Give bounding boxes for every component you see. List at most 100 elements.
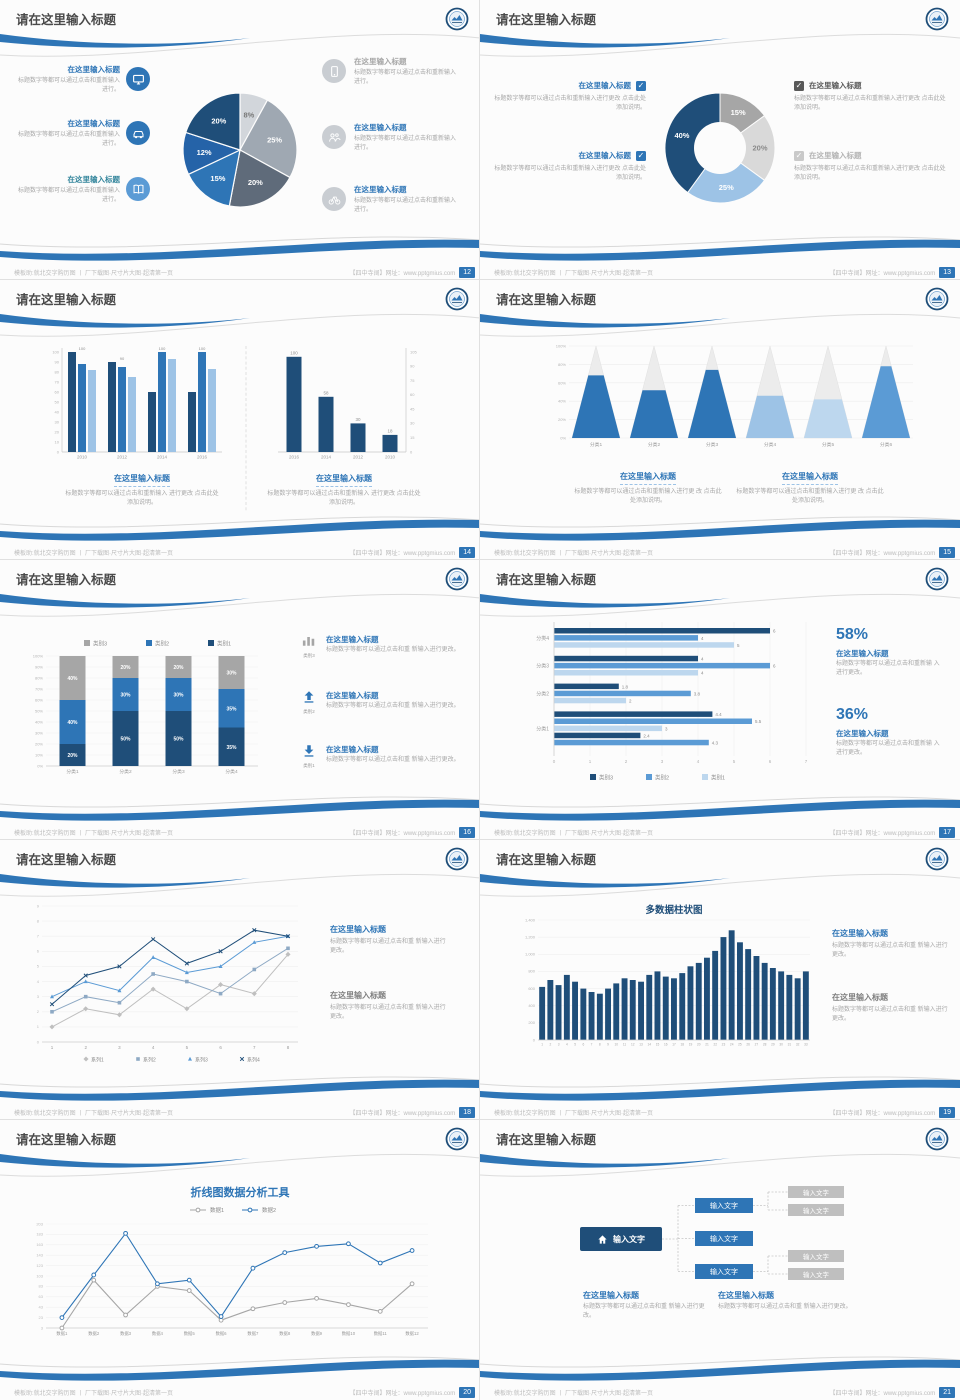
input-text-box-secondary: 输入文字	[788, 1186, 844, 1198]
slide-title: 请在这里输入标题	[496, 13, 597, 27]
slide-content: 15% 20% 25% 40% 在这里输入标题 ✓ 标题数字等都可以通过点击和重新输入进行更…	[480, 0, 960, 280]
svg-text:数据3: 数据3	[120, 1330, 132, 1337]
svg-text:分类4: 分类4	[536, 635, 549, 642]
svg-text:2010: 2010	[385, 455, 396, 460]
slide-footer: 模板助:就北交字购历图 丨 厂下载图·尺寸片大图·超清第一页 【四中寺阔】网址：…	[480, 266, 960, 280]
icon-label: 类别3	[303, 653, 315, 658]
footer-right-text: 【四中寺阔】网址：www.pptgmius.com	[829, 1110, 936, 1117]
svg-text:5: 5	[186, 1045, 189, 1050]
svg-text:4.3: 4.3	[712, 741, 719, 746]
svg-text:分类1: 分类1	[536, 725, 549, 732]
school-logo-icon	[925, 7, 949, 31]
svg-text:26: 26	[746, 1043, 750, 1047]
svg-text:29: 29	[771, 1043, 775, 1047]
slide-19[interactable]: 请在这里输入标题 多数据柱状图 0 200 400 600 800 1,000 1,200 1,…	[479, 839, 960, 1121]
bike-icon	[322, 187, 346, 211]
svg-text:43: 43	[39, 1305, 44, 1310]
donut-chart: 15% 20% 25% 40%	[664, 92, 776, 204]
checkbox-icon: ✓	[794, 80, 804, 91]
svg-text:1: 1	[37, 1024, 40, 1029]
svg-text:40%: 40%	[35, 719, 43, 724]
block-desc: 标题数字等都可以通过点击和重 新输入进行更改。	[583, 1304, 705, 1319]
item-title: 在这里输入标题	[326, 635, 379, 644]
svg-text:20%: 20%	[248, 178, 263, 187]
footer-right-text: 【四中寺阔】网址：www.pptgmius.com	[349, 1110, 456, 1117]
swoosh-decoration	[480, 593, 960, 821]
svg-text:15: 15	[656, 1043, 660, 1047]
slide-content: 0 1 2 3 4 5 6 7 分类4 6 4 5 分类3 4 6 4 分类2 1.8 3.8 2 分类1 4.4 5.5 3…	[480, 560, 960, 840]
svg-text:7: 7	[591, 1043, 593, 1047]
svg-text:20%: 20%	[752, 144, 767, 153]
page-number-badge: 20	[459, 1386, 475, 1398]
svg-text:23: 23	[39, 1315, 44, 1320]
svg-text:2016: 2016	[197, 455, 208, 460]
svg-text:数据12: 数据12	[405, 1330, 419, 1337]
svg-text:30: 30	[55, 419, 60, 424]
svg-text:90: 90	[120, 356, 125, 361]
slide-21[interactable]: 请在这里输入标题 输入文字 输入文字 输入文字 输入文字 输入文字 输入文字 输入文字 输入文…	[479, 1119, 960, 1400]
svg-text:系列1: 系列1	[91, 1057, 104, 1064]
svg-text:20%: 20%	[35, 741, 43, 746]
svg-text:28: 28	[763, 1043, 767, 1047]
home-box: 输入文字	[580, 1227, 662, 1251]
svg-text:17: 17	[672, 1043, 676, 1047]
block-desc: 标题数字等都可以通过点击和重 新输入进行更改。	[718, 1304, 852, 1310]
svg-text:8: 8	[287, 1045, 290, 1050]
school-logo-icon	[445, 567, 469, 591]
slide-title: 请在这里输入标题	[496, 853, 597, 867]
block-title: 在这里输入标题	[718, 1291, 774, 1300]
footer-left-text: 模板助:就北交字购历图 丨 厂下载图·尺寸片大图·超清第一页	[14, 550, 173, 557]
slide-18[interactable]: 请在这里输入标题 0 1 2 3 4 5 6 7 8 9 1 2 3 4 5 6 7 8 系列1 系列2 系列3 系列4 在…	[0, 839, 481, 1121]
page-number-badge: 14	[459, 546, 475, 558]
callout-desc: 标题数字等都可以通过点击和重新输入进行。	[354, 198, 457, 213]
svg-text:2016: 2016	[289, 455, 300, 460]
svg-text:2010: 2010	[77, 455, 88, 460]
svg-text:2: 2	[625, 759, 628, 764]
svg-text:4: 4	[701, 671, 704, 676]
slide-16[interactable]: 请在这里输入标题 类别3 类别2 类别1 0% 10% 20% 30% 40% 50% 60% 70…	[0, 559, 481, 841]
svg-text:25%: 25%	[267, 135, 282, 144]
slide-content: 输入文字 输入文字 输入文字 输入文字 输入文字 输入文字 输入文字 输入文字 在这里输入标题标…	[480, 1120, 960, 1400]
stat-value: 36%	[836, 706, 869, 723]
slide-13[interactable]: 请在这里输入标题 15% 20% 25% 40% 在这里输入标题 ✓ 标题数字等都可以通过点…	[479, 0, 960, 281]
svg-text:40%: 40%	[67, 676, 78, 682]
check-item-desc: 标题数字等都可以通过点击和重新输入进行更改 点击此处添加说明。	[794, 166, 946, 181]
svg-text:105: 105	[410, 349, 417, 354]
svg-text:分类3: 分类3	[172, 768, 185, 775]
svg-text:类别1: 类别1	[217, 640, 231, 648]
stacked-bar-chart: 类别3 类别2 类别1 0% 10% 20% 30% 40% 50% 60% 70% 80% 90% 10…	[33, 640, 258, 775]
svg-text:70: 70	[55, 379, 60, 384]
footer-left-text: 模板助:就北交字购历图 丨 厂下载图·尺寸片大图·超清第一页	[494, 270, 653, 277]
svg-text:90: 90	[410, 364, 415, 369]
svg-text:33: 33	[804, 1043, 808, 1047]
svg-text:600: 600	[528, 986, 535, 991]
slide-15[interactable]: 请在这里输入标题 0% 20% 40% 60% 80% 100% 分类1 分类2 分类3 分类4 分…	[479, 279, 960, 561]
svg-text:7: 7	[253, 1045, 256, 1050]
svg-text:5.5: 5.5	[755, 719, 762, 724]
svg-text:2014: 2014	[321, 455, 332, 460]
callout-desc: 标题数字等都可以通过点击和重新输入进行。	[17, 188, 120, 203]
svg-text:12%: 12%	[197, 148, 212, 157]
footer-right-text: 【四中寺阔】网址：www.pptgmius.com	[349, 1390, 456, 1397]
svg-text:3: 3	[665, 726, 668, 731]
callout: 在这里输入标题 标题数字等都可以通过点击和重新输入进行。	[14, 118, 120, 148]
svg-text:103: 103	[36, 1273, 43, 1278]
svg-text:1.8: 1.8	[622, 684, 629, 689]
footer-right-text: 【四中寺阔】网址：www.pptgmius.com	[829, 550, 936, 557]
svg-text:35%: 35%	[226, 706, 237, 712]
slide-14[interactable]: 请在这里输入标题 0 10 20 30 40 50 60 70 80 90 100 100 2010 90…	[0, 279, 481, 561]
swoosh-decoration	[480, 873, 960, 1101]
footer-left-text: 模板助:就北交字购历图 丨 厂下载图·尺寸片大图·超清第一页	[494, 1390, 653, 1397]
block-desc: 标题数字等都可以通过点击和重新输入 进行更改 点击此处添加说明。	[65, 491, 219, 506]
slide-20[interactable]: 请在这里输入标题 折线图数据分析工具 数据1 数据2 3 23 43 63 83 103 123 1…	[0, 1119, 481, 1400]
slide-17[interactable]: 请在这里输入标题 0 1 2 3 4 5 6 7 分类4 6 4 5 分类3 4 6 4 分类2 1.8 3.8 2 分…	[479, 559, 960, 841]
svg-text:数据10: 数据10	[342, 1330, 356, 1337]
checkbox-icon: ✓	[636, 80, 646, 91]
chart-title: 折线图数据分析工具	[190, 1187, 290, 1199]
svg-text:分类2: 分类2	[536, 690, 549, 697]
check-item-title: 在这里输入标题	[578, 151, 632, 160]
input-text-box-secondary: 输入文字	[788, 1204, 844, 1216]
svg-text:分类3: 分类3	[536, 663, 549, 670]
slide-12[interactable]: 请在这里输入标题 8% 25% 20% 15% 12% 20% 在这里输入标题 标题数字等都可…	[0, 0, 481, 281]
home-box-label: 输入文字	[613, 1234, 645, 1244]
